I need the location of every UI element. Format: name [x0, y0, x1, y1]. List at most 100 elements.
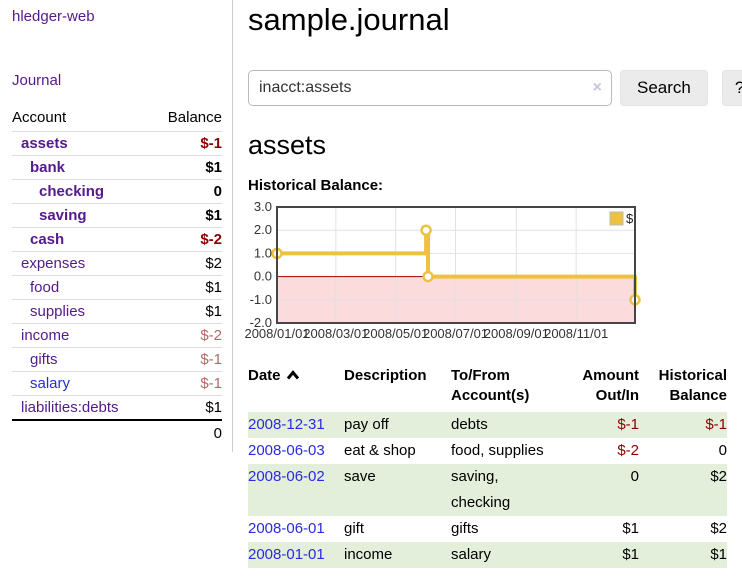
- register-balance: 0: [718, 442, 727, 459]
- sidebar-account-balance: 0: [213, 183, 222, 200]
- clear-search-icon[interactable]: ×: [592, 79, 602, 96]
- x-tick-label: 2008/05/01: [363, 326, 428, 341]
- accounts-table: Account Balance assets $-1 bank $1 check…: [12, 106, 222, 446]
- register-table: Date Description To/From Account(s) Amou…: [248, 364, 727, 568]
- main-content: sample.journal × Search ? assets Histori…: [233, 0, 742, 568]
- y-tick-label: 2.0: [254, 222, 272, 237]
- historical-balance-chart: $3.0 2.0 1.0 0.0 -1.0 -2.0 2008/01/01 2008/03/0…: [244, 196, 698, 346]
- register-description: income: [344, 546, 393, 563]
- sidebar-account-balance: $-1: [200, 375, 222, 392]
- sidebar-account-row: gifts $-1: [12, 347, 222, 372]
- register-header-accounts: To/From Account(s): [451, 367, 530, 404]
- search-input[interactable]: [248, 70, 612, 106]
- register-date-link[interactable]: 2008-06-02: [248, 468, 325, 485]
- register-row: 2008-06-03 eat & shop food, supplies $-2…: [248, 438, 727, 464]
- register-accounts: food, supplies: [451, 442, 544, 459]
- y-tick-label: -2.0: [250, 315, 272, 330]
- y-tick-label: -1.0: [250, 292, 272, 307]
- chart-canvas: $3.0 2.0 1.0 0.0 -1.0 -2.02008/01/012008/03/0…: [244, 199, 641, 341]
- sidebar-account-balance: $1: [205, 279, 222, 296]
- sidebar-account-balance: $-1: [200, 351, 222, 368]
- sidebar-account-link[interactable]: saving: [39, 207, 87, 224]
- search-form: × Search ?: [248, 70, 742, 106]
- register-balance: $-1: [705, 416, 727, 433]
- register-header-date-label: Date: [248, 367, 281, 384]
- register-header-row: Date Description To/From Account(s) Amou…: [248, 364, 727, 412]
- data-point-marker: [420, 224, 432, 236]
- register-row: 2008-06-01 gift gifts $1 $2: [248, 516, 727, 542]
- sidebar-account-link[interactable]: assets: [21, 135, 68, 152]
- accounts-total-spacer: [12, 419, 152, 446]
- y-tick-label: 0.0: [254, 269, 272, 284]
- register-accounts: saving, checking: [451, 468, 511, 511]
- sidebar-account-row: bank $1: [12, 155, 222, 180]
- register-balance: $2: [710, 468, 727, 485]
- accounts-header-row: Account Balance: [12, 106, 222, 132]
- x-tick-label: 2008/03/01: [303, 326, 368, 341]
- register-row: 2008-01-01 income salary $1 $1: [248, 542, 727, 568]
- chart-label: Historical Balance:: [248, 177, 384, 194]
- register-date-link[interactable]: 2008-12-31: [248, 416, 325, 433]
- register-date-link[interactable]: 2008-06-01: [248, 520, 325, 537]
- register-accounts: debts: [451, 416, 488, 433]
- register-accounts: gifts: [451, 520, 479, 537]
- sidebar-account-link[interactable]: food: [30, 279, 60, 296]
- sidebar: hledger-web Journal Account Balance asse…: [0, 0, 233, 452]
- help-button[interactable]: ?: [721, 70, 742, 106]
- register-description: gift: [344, 520, 365, 537]
- register-row: 2008-06-02 save saving, checking 0 $2: [248, 464, 727, 516]
- sidebar-account-row: expenses $2: [12, 251, 222, 276]
- sidebar-item-journal[interactable]: Journal: [12, 72, 62, 89]
- register-description: eat & shop: [344, 442, 416, 459]
- sidebar-account-row: liabilities:debts $1: [12, 395, 222, 421]
- sidebar-account-balance: $-2: [200, 327, 222, 344]
- app-window: hledger-web Journal Account Balance asse…: [0, 0, 742, 568]
- y-tick-label: 1.0: [254, 245, 272, 260]
- register-amount: $-1: [617, 416, 639, 433]
- sidebar-account-link[interactable]: income: [21, 327, 70, 344]
- sidebar-account-row: checking 0: [12, 179, 222, 204]
- sidebar-account-balance: $1: [205, 159, 222, 176]
- chevron-up-icon: [286, 370, 299, 380]
- sidebar-account-balance: $-1: [200, 135, 222, 152]
- sidebar-account-row: income $-2: [12, 323, 222, 348]
- register-accounts: salary: [451, 546, 492, 563]
- register-row: 2008-12-31 pay off debts $-1 $-1: [248, 412, 727, 438]
- register-header-date[interactable]: Date: [248, 364, 344, 412]
- accounts-total-value: 0: [151, 419, 222, 446]
- register-balance: $1: [710, 546, 727, 563]
- register-balance: $2: [710, 520, 727, 537]
- sidebar-account-balance: $1: [205, 303, 222, 320]
- register-header-description: Description: [344, 367, 427, 384]
- sidebar-account-link[interactable]: salary: [30, 375, 71, 392]
- sidebar-account-balance: $1: [205, 207, 222, 224]
- brand-link[interactable]: hledger-web: [12, 8, 95, 25]
- register-date-link[interactable]: 2008-06-03: [248, 442, 325, 459]
- page-title: sample.journal: [248, 2, 450, 37]
- sidebar-account-link[interactable]: liabilities:debts: [21, 399, 119, 416]
- sidebar-account-link[interactable]: bank: [30, 159, 66, 176]
- sidebar-account-balance: $1: [205, 399, 222, 416]
- search-button[interactable]: Search: [620, 70, 708, 106]
- x-tick-label: 2008/09/01: [484, 326, 549, 341]
- sidebar-account-row: saving $1: [12, 203, 222, 228]
- sidebar-account-link[interactable]: supplies: [30, 303, 86, 320]
- register-amount: $1: [622, 546, 639, 563]
- sidebar-account-row: salary $-1: [12, 371, 222, 396]
- register-amount: $1: [622, 520, 639, 537]
- register-description: save: [344, 468, 376, 485]
- register-amount: 0: [630, 468, 639, 485]
- sidebar-account-link[interactable]: expenses: [21, 255, 86, 272]
- accounts-header-balance: Balance: [167, 109, 222, 126]
- sidebar-account-balance: $-2: [200, 231, 222, 248]
- sidebar-account-link[interactable]: gifts: [30, 351, 58, 368]
- sidebar-account-link[interactable]: checking: [39, 183, 105, 200]
- y-tick-label: 3.0: [254, 199, 272, 214]
- sidebar-account-link[interactable]: cash: [30, 231, 65, 248]
- x-tick-label: 2008/01/01: [244, 326, 309, 341]
- legend-swatch: [609, 211, 624, 226]
- legend-label: $: [626, 211, 634, 226]
- search-input-wrap: ×: [248, 70, 612, 106]
- register-date-link[interactable]: 2008-01-01: [248, 546, 325, 563]
- accounts-header-account: Account: [12, 109, 67, 126]
